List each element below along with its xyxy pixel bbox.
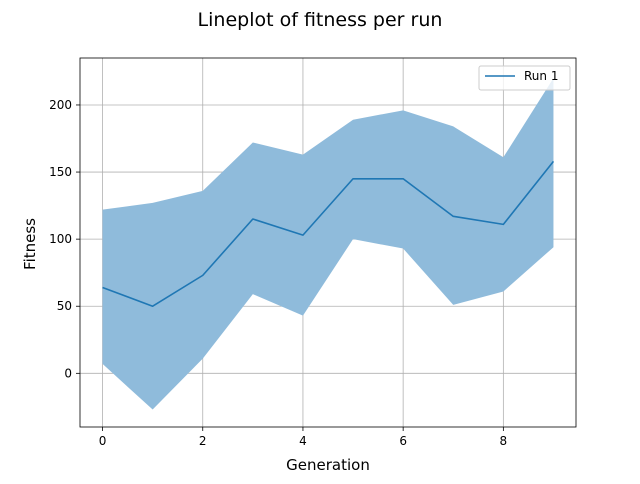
y-axis-label: Fitness [21,218,39,270]
y-tick-label: 0 [64,366,72,380]
legend: Run 1 [478,65,571,91]
axes-frame [79,57,577,428]
y-tick-label: 100 [49,232,72,246]
legend-box [478,65,571,91]
y-tick-label: 50 [57,299,72,313]
plot-area: 0 2 4 6 8 0 50 100 150 200 [49,57,577,448]
x-tick-label: 2 [199,434,207,448]
legend-label-run-1: Run 1 [524,69,558,83]
x-tick-label: 4 [299,434,307,448]
confidence-band-0 [102,78,554,410]
x-axis-label: Generation [286,456,370,474]
chart-title: Lineplot of fitness per run [198,9,443,31]
y-tick-label: 150 [49,165,72,179]
series-line-0 [102,160,555,308]
x-tick-label: 6 [399,434,407,448]
y-tick-label: 200 [49,98,72,112]
x-tick-label: 8 [500,434,508,448]
x-tick-label: 0 [99,434,107,448]
